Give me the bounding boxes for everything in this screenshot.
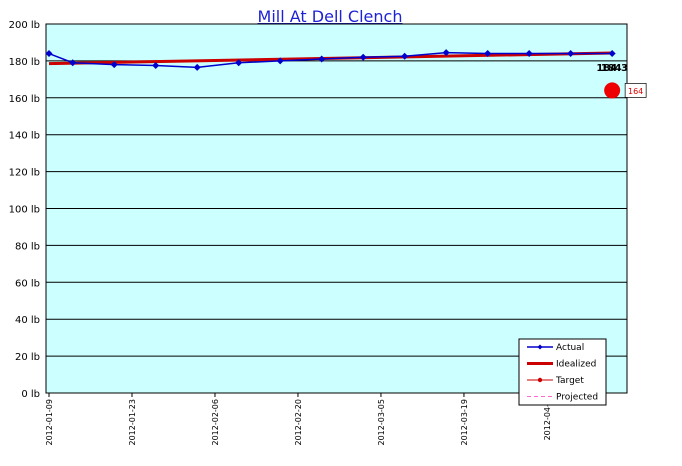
legend-box — [518, 338, 607, 406]
actual-point — [110, 61, 118, 69]
x-tick-label: 2012-03-19 — [460, 399, 469, 446]
actual-point — [401, 52, 409, 60]
legend-label: Idealized — [556, 360, 596, 370]
plot-border — [45, 23, 628, 394]
actual-point — [359, 53, 367, 61]
y-tick-label: 60 lb — [15, 278, 40, 289]
y-axis-ticks: 0 lb 20 lb 40 lb 60 lb 80 lb 100 lb 120 lb 140 … — [9, 20, 40, 400]
x-tick-label: 2012-02-20 — [294, 399, 303, 446]
x-axis-ticks: 2012-01-09 2012-01-23 2012-02-06 2012-02-20… — [45, 393, 552, 446]
y-tick-label: 200 lb — [9, 20, 40, 31]
actual-point — [567, 50, 575, 58]
legend-marker — [537, 344, 543, 350]
actual-point — [318, 55, 326, 63]
y-tick-label: 100 lb — [9, 205, 40, 216]
y-tick-label: 120 lb — [9, 168, 40, 179]
projection-label-box — [624, 83, 647, 98]
actual-point — [442, 49, 450, 57]
x-tick-label: 2012-01-09 — [45, 399, 54, 446]
chart-title: Mill At Dell Clench — [257, 7, 403, 26]
actual-point — [525, 50, 533, 58]
end-label: 184 — [601, 63, 622, 74]
x-tick-label: 2012-01-23 — [128, 399, 137, 446]
actual-point — [152, 62, 160, 70]
actual-point — [193, 63, 201, 71]
actual-point — [608, 50, 616, 58]
legend-label: Actual — [556, 343, 584, 353]
projection-label: 164 — [628, 87, 643, 96]
y-tick-label: 160 lb — [9, 94, 40, 105]
actual-point — [235, 59, 243, 67]
x-tick-label: 2012-02-06 — [211, 399, 220, 446]
legend-label: Target — [555, 376, 584, 386]
actual-point — [484, 50, 492, 58]
projection-marker — [604, 82, 621, 99]
end-label: 184.3 — [596, 63, 628, 74]
y-tick-label: 40 lb — [15, 315, 40, 326]
series-layer — [45, 49, 616, 71]
actual-point — [69, 59, 77, 67]
y-tick-label: 80 lb — [15, 241, 40, 252]
legend: Actual Idealized Target Projected — [518, 338, 607, 406]
legend-label: Projected — [556, 393, 598, 403]
x-tick-label: 2012-04-0 — [543, 399, 552, 440]
legend-marker — [537, 377, 543, 383]
y-tick-label: 0 lb — [21, 389, 40, 400]
actual-point — [276, 57, 284, 65]
y-tick-label: 20 lb — [15, 352, 40, 363]
x-tick-label: 2012-03-05 — [377, 399, 386, 446]
y-tick-label: 140 lb — [9, 131, 40, 142]
y-tick-label: 180 lb — [9, 57, 40, 68]
actual-point — [45, 50, 53, 58]
